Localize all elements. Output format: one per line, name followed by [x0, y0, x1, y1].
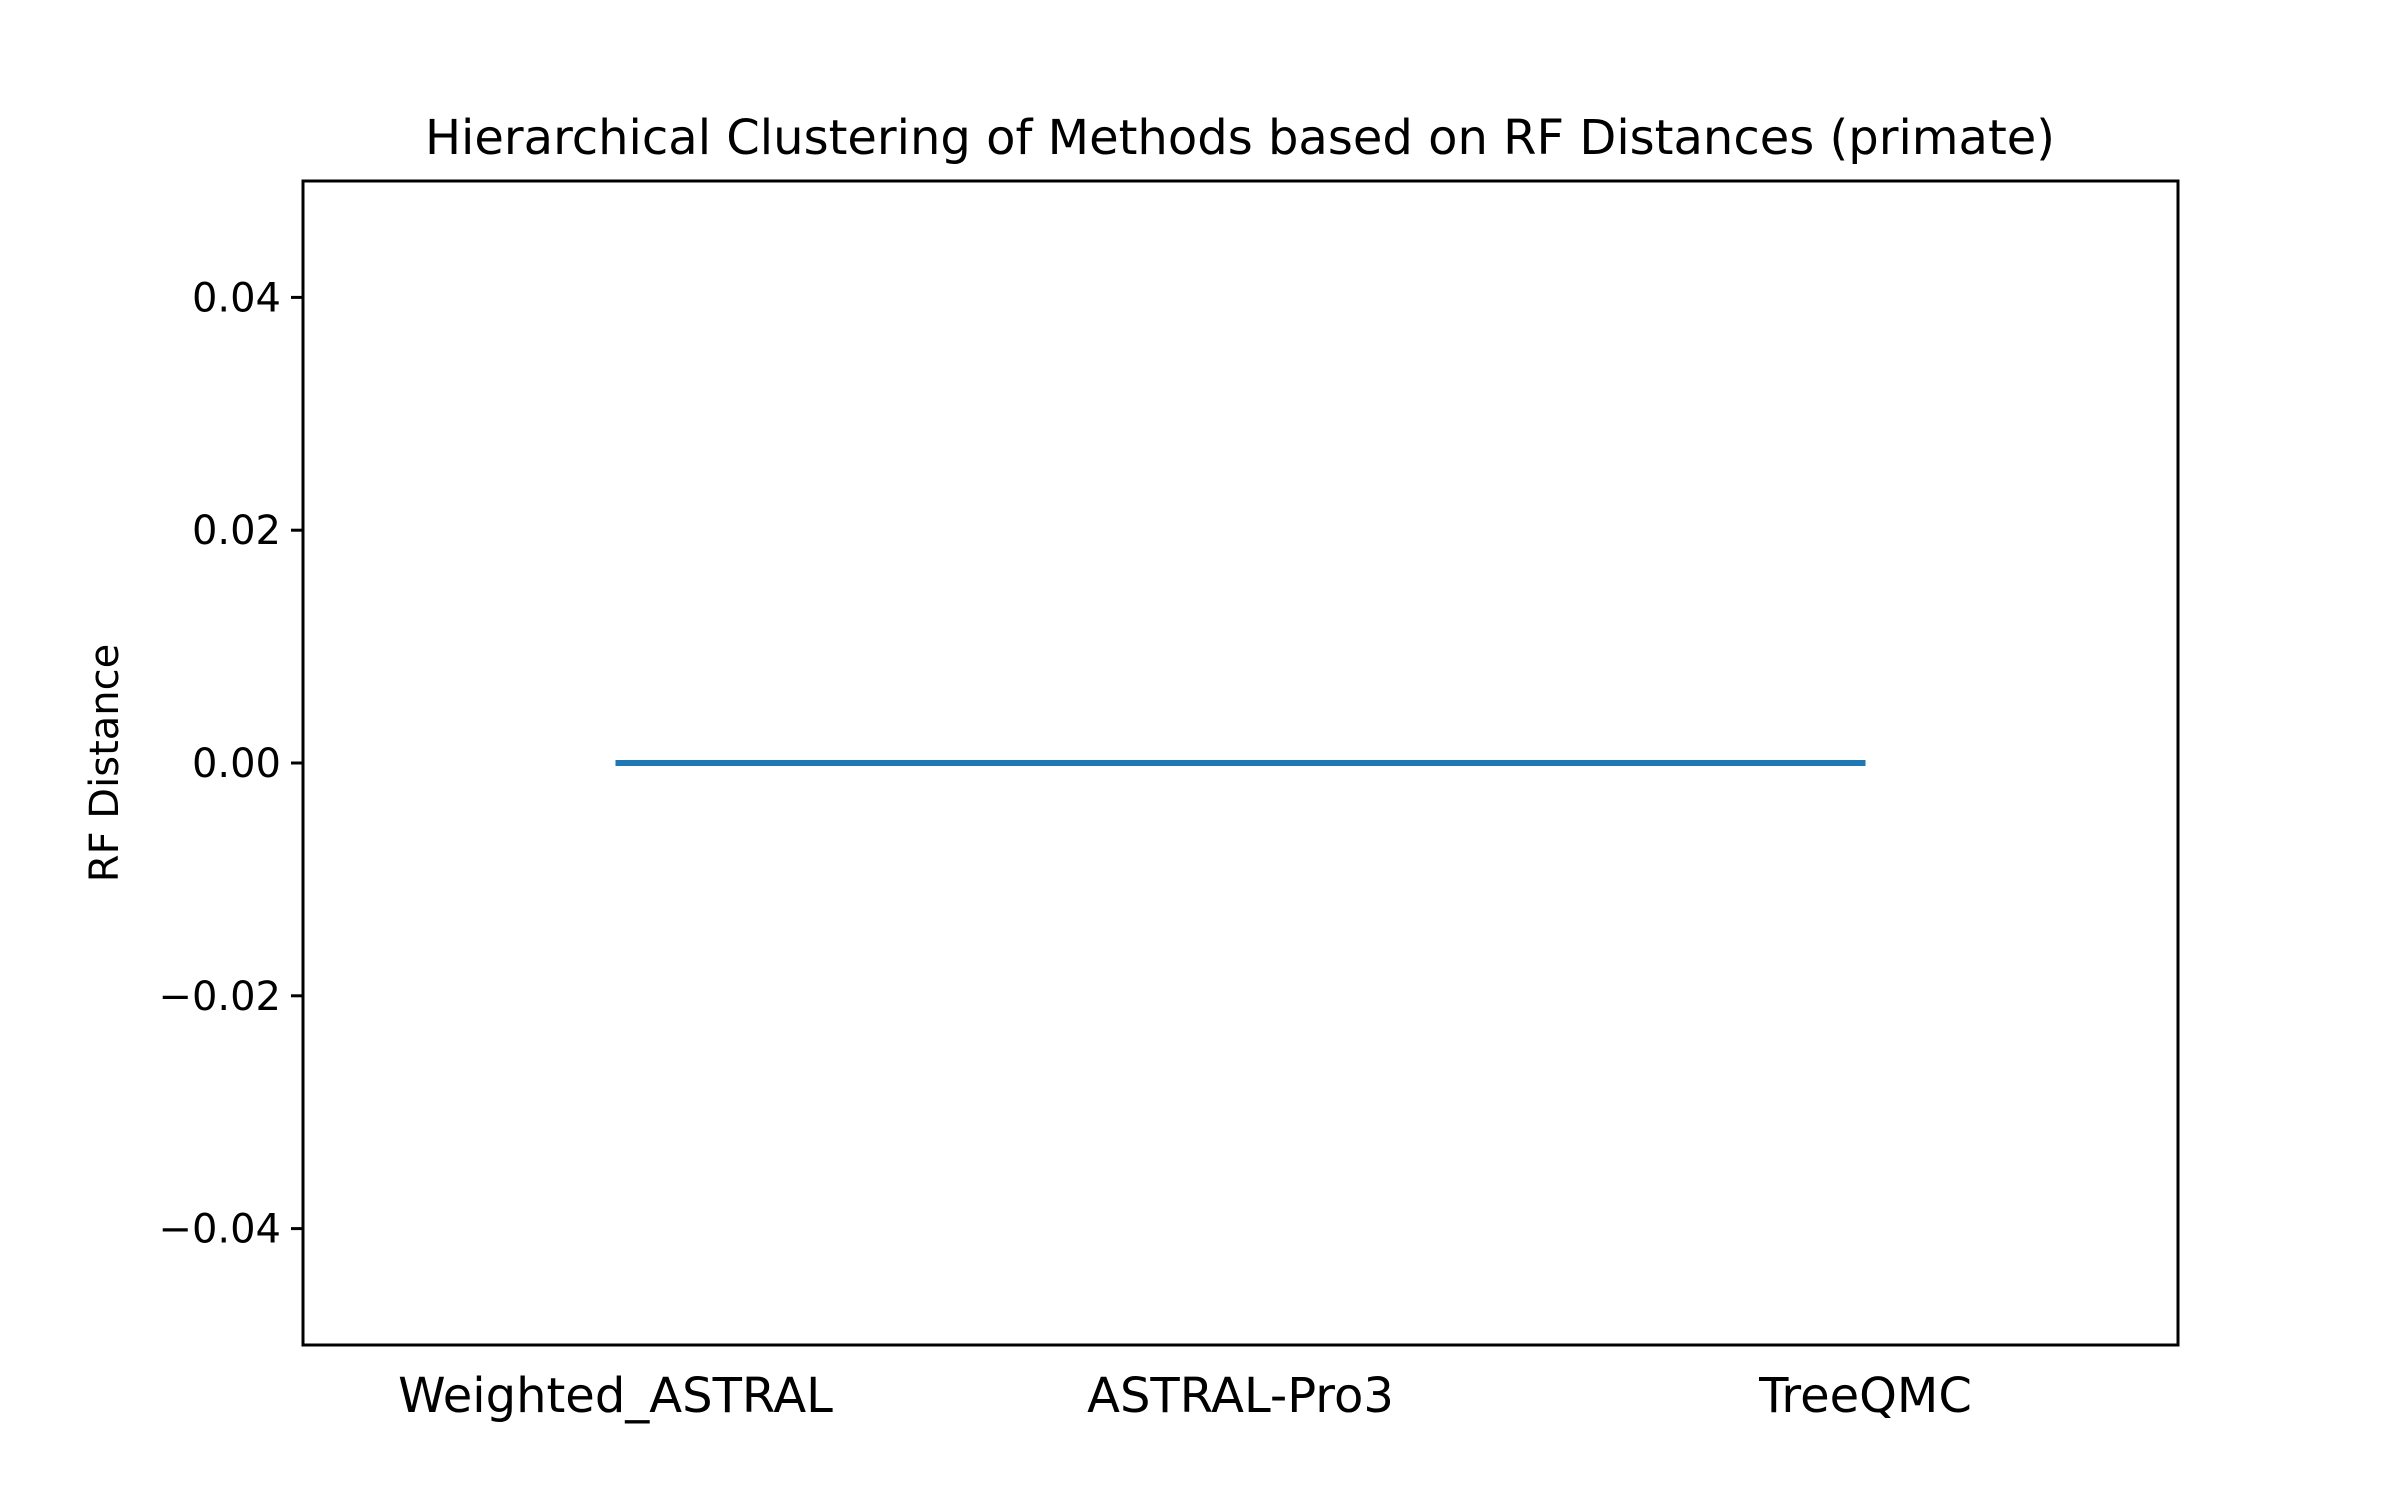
- y-tick-label: 0.02: [192, 508, 281, 554]
- chart-title: Hierarchical Clustering of Methods based…: [425, 110, 2055, 166]
- y-tick-label: −0.02: [158, 974, 281, 1020]
- y-axis-label: RF Distance: [82, 644, 128, 882]
- x-category-label: TreeQMC: [1758, 1368, 1972, 1424]
- y-tick-label: 0.04: [192, 275, 281, 321]
- x-category-label: Weighted_ASTRAL: [398, 1368, 833, 1424]
- y-tick-label: 0.00: [192, 741, 281, 787]
- y-tick-label: −0.04: [158, 1207, 281, 1253]
- y-axis: 0.04 0.02 0.00 −0.02 −0.04: [158, 275, 303, 1253]
- x-category-label: ASTRAL-Pro3: [1087, 1368, 1394, 1424]
- x-axis: Weighted_ASTRAL ASTRAL-Pro3 TreeQMC: [398, 1368, 1972, 1424]
